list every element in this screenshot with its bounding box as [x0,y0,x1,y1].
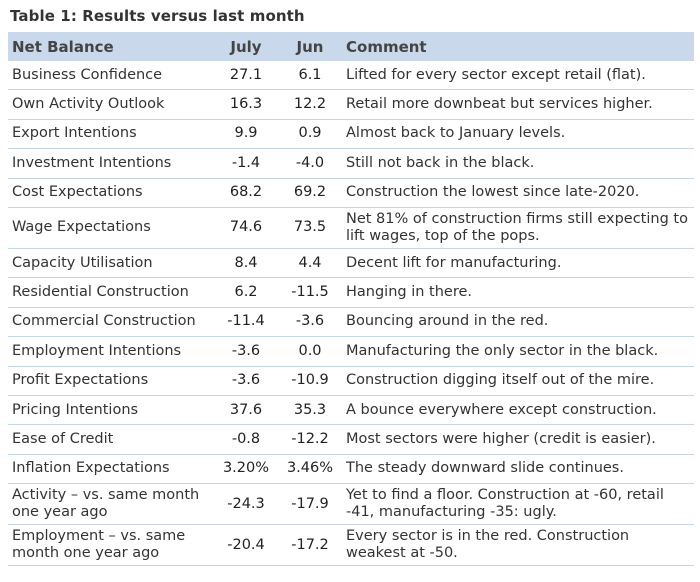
row-jun-value: 73.5 [278,207,342,249]
row-july-value: -11.4 [214,307,278,338]
row-comment: Hanging in there. [342,277,694,308]
row-comment: Most sectors were higher (credit is easi… [342,424,694,455]
row-label: Ease of Credit [8,424,214,455]
table-row: Employment Intentions -3.6 0.0 Manufactu… [8,336,694,367]
row-jun-value: 6.1 [278,61,342,91]
row-label: Investment Intentions [8,148,214,179]
row-jun-value: -3.6 [278,307,342,338]
row-jun-value: -17.9 [278,483,342,526]
row-july-value: -1.4 [214,148,278,179]
row-july-value: -0.8 [214,424,278,455]
row-label: Export Intentions [8,119,214,150]
row-comment: Still not back in the black. [342,148,694,179]
row-jun-value: -17.2 [278,524,342,567]
row-july-value: 68.2 [214,178,278,208]
table-row: Wage Expectations 74.6 73.5 Net 81% of c… [8,207,694,249]
table-row: Commercial Construction -11.4 -3.6 Bounc… [8,307,694,338]
row-comment: Bouncing around in the red. [342,307,694,338]
row-july-value: 74.6 [214,207,278,249]
header-jun: Jun [278,32,342,61]
row-comment: Decent lift for manufacturing. [342,248,694,279]
row-july-value: 3.20% [214,454,278,485]
row-july-value: -3.6 [214,366,278,396]
row-jun-value: -10.9 [278,366,342,396]
table-header-row: Net Balance July Jun Comment [8,32,694,61]
row-july-value: 6.2 [214,277,278,308]
header-net-balance: Net Balance [8,32,214,61]
row-label: Commercial Construction [8,307,214,338]
row-comment: Retail more downbeat but services higher… [342,89,694,120]
row-comment: The steady downward slide continues. [342,454,694,485]
table-row: Business Confidence 27.1 6.1 Lifted for … [8,61,694,91]
table-row: Own Activity Outlook 16.3 12.2 Retail mo… [8,89,694,120]
table-row: Export Intentions 9.9 0.9 Almost back to… [8,119,694,150]
row-july-value: 8.4 [214,248,278,279]
row-label: Wage Expectations [8,207,214,249]
row-label: Own Activity Outlook [8,89,214,120]
row-label: Cost Expectations [8,178,214,208]
table-row: Ease of Credit -0.8 -12.2 Most sectors w… [8,424,694,455]
table-row: Inflation Expectations 3.20% 3.46% The s… [8,454,694,485]
row-jun-value: -4.0 [278,148,342,179]
row-comment: Construction the lowest since late-2020. [342,178,694,208]
row-july-value: 37.6 [214,395,278,426]
row-july-value: 9.9 [214,119,278,150]
row-jun-value: -12.2 [278,424,342,455]
row-jun-value: 35.3 [278,395,342,426]
row-comment: Net 81% of construction firms still expe… [342,207,694,249]
row-july-value: 27.1 [214,61,278,91]
row-comment: Lifted for every sector except retail (f… [342,61,694,91]
table-row: Investment Intentions -1.4 -4.0 Still no… [8,148,694,179]
row-label: Employment Intentions [8,336,214,367]
row-jun-value: 4.4 [278,248,342,279]
row-comment: Manufacturing the only sector in the bla… [342,336,694,367]
row-jun-value: 69.2 [278,178,342,208]
table-title: Table 1: Results versus last month [10,7,305,25]
row-label: Profit Expectations [8,366,214,396]
table-row: Activity – vs. same month one year ago -… [8,483,694,526]
header-july: July [214,32,278,61]
row-jun-value: 0.0 [278,336,342,367]
row-label: Residential Construction [8,277,214,308]
row-comment: Almost back to January levels. [342,119,694,150]
row-jun-value: 3.46% [278,454,342,485]
row-label: Employment – vs. same month one year ago [8,524,214,567]
header-comment: Comment [342,32,694,61]
row-jun-value: -11.5 [278,277,342,308]
row-label: Activity – vs. same month one year ago [8,483,214,526]
row-label: Business Confidence [8,61,214,91]
row-label: Inflation Expectations [8,454,214,485]
row-comment: Construction digging itself out of the m… [342,366,694,396]
row-july-value: -20.4 [214,524,278,567]
row-comment: Every sector is in the red. Construction… [342,524,694,567]
table-row: Employment – vs. same month one year ago… [8,524,694,567]
results-table: Net Balance July Jun Comment Business Co… [8,32,694,567]
row-july-value: -24.3 [214,483,278,526]
row-july-value: 16.3 [214,89,278,120]
table-row: Pricing Intentions 37.6 35.3 A bounce ev… [8,395,694,426]
row-label: Pricing Intentions [8,395,214,426]
row-comment: A bounce everywhere except construction. [342,395,694,426]
row-comment: Yet to find a floor. Construction at -60… [342,483,694,526]
table-row: Residential Construction 6.2 -11.5 Hangi… [8,277,694,308]
table-row: Cost Expectations 68.2 69.2 Construction… [8,178,694,208]
row-jun-value: 12.2 [278,89,342,120]
row-july-value: -3.6 [214,336,278,367]
table-row: Capacity Utilisation 8.4 4.4 Decent lift… [8,248,694,279]
table-row: Profit Expectations -3.6 -10.9 Construct… [8,366,694,396]
row-jun-value: 0.9 [278,119,342,150]
row-label: Capacity Utilisation [8,248,214,279]
